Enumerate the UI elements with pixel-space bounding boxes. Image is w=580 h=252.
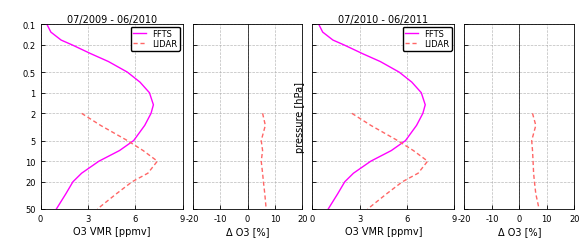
Line: LIDAR: LIDAR xyxy=(82,114,157,209)
FFTS xyxy=(413,124,420,128)
X-axis label: Δ O3 [%]: Δ O3 [%] xyxy=(226,226,269,236)
FFTS xyxy=(388,149,395,152)
FFTS xyxy=(105,61,112,64)
LIDAR xyxy=(349,112,356,115)
FFTS xyxy=(136,81,143,84)
Legend: FFTS, LIDAR: FFTS, LIDAR xyxy=(131,28,180,51)
FFTS xyxy=(325,208,332,211)
FFTS xyxy=(147,112,154,115)
LIDAR xyxy=(364,208,371,211)
FFTS xyxy=(88,53,95,56)
LIDAR xyxy=(399,180,406,183)
FFTS xyxy=(68,44,75,47)
LIDAR xyxy=(140,149,147,152)
FFTS xyxy=(408,81,415,84)
X-axis label: O3 VMR [ppmv]: O3 VMR [ppmv] xyxy=(73,226,150,236)
FFTS xyxy=(402,140,409,143)
LIDAR xyxy=(383,193,390,196)
FFTS xyxy=(396,71,403,74)
FFTS xyxy=(418,92,425,95)
FFTS xyxy=(334,193,341,196)
FFTS xyxy=(142,124,148,128)
X-axis label: O3 VMR [ppmv]: O3 VMR [ppmv] xyxy=(345,226,422,236)
LIDAR xyxy=(144,172,151,175)
FFTS xyxy=(130,140,137,143)
Line: FFTS: FFTS xyxy=(47,25,153,209)
FFTS xyxy=(150,104,157,107)
Y-axis label: pressure [hPa]: pressure [hPa] xyxy=(295,82,305,152)
FFTS xyxy=(329,39,336,42)
FFTS xyxy=(319,32,326,35)
LIDAR xyxy=(113,193,120,196)
FFTS xyxy=(116,149,123,152)
LIDAR xyxy=(97,124,104,128)
FFTS xyxy=(96,160,103,163)
Title: 07/2010 - 06/2011: 07/2010 - 06/2011 xyxy=(338,14,429,24)
LIDAR xyxy=(367,124,374,128)
Line: LIDAR: LIDAR xyxy=(352,114,427,209)
LIDAR xyxy=(394,140,401,143)
Line: FFTS: FFTS xyxy=(319,25,425,209)
FFTS xyxy=(70,180,77,183)
FFTS xyxy=(124,71,131,74)
FFTS xyxy=(360,53,367,56)
FFTS xyxy=(419,112,426,115)
FFTS xyxy=(340,44,347,47)
LIDAR xyxy=(78,112,85,115)
FFTS xyxy=(422,104,429,107)
LIDAR xyxy=(94,208,101,211)
FFTS xyxy=(341,180,348,183)
LIDAR xyxy=(124,140,131,143)
FFTS xyxy=(350,172,357,175)
LIDAR xyxy=(410,149,417,152)
FFTS xyxy=(53,208,60,211)
LIDAR xyxy=(154,160,161,163)
FFTS xyxy=(78,172,85,175)
FFTS xyxy=(367,160,374,163)
X-axis label: Δ O3 [%]: Δ O3 [%] xyxy=(498,226,541,236)
FFTS xyxy=(48,32,55,35)
Legend: FFTS, LIDAR: FFTS, LIDAR xyxy=(403,28,452,51)
Title: 07/2009 - 06/2010: 07/2009 - 06/2010 xyxy=(67,14,157,24)
FFTS xyxy=(44,24,50,27)
FFTS xyxy=(57,39,64,42)
FFTS xyxy=(146,92,153,95)
FFTS xyxy=(63,193,70,196)
FFTS xyxy=(316,24,322,27)
LIDAR xyxy=(424,160,431,163)
LIDAR xyxy=(129,180,136,183)
FFTS xyxy=(377,61,384,64)
LIDAR xyxy=(415,172,422,175)
